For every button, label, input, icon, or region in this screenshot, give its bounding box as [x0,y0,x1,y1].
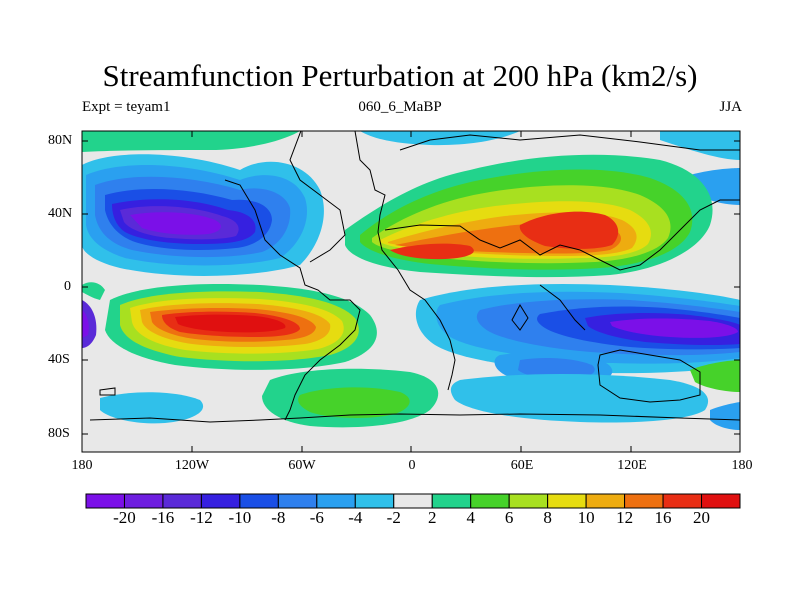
colorbar-box [239,493,279,509]
lat-tick-40s: 40S [48,352,70,367]
colorbar-box [585,493,626,509]
colorbar-level-label: 2 [427,508,437,527]
colorbar-box [547,493,587,509]
south-indian-low [415,283,740,374]
asia-high [345,154,713,278]
lon-tick-180e: 180 [731,458,753,473]
colorbar-box [200,493,241,509]
north-pacific-low [82,154,324,276]
colorbar-box [431,493,472,509]
lat-tick-80s: 80S [48,426,70,441]
colorbar-level-label: 8 [543,508,552,527]
lon-tick-120e: 120E [617,458,647,473]
lon-tick-0: 0 [408,458,416,473]
colorbar-level-label: 4 [466,508,475,527]
lon-tick-180w: 180 [71,458,93,473]
tick-marks [82,131,740,452]
colorbar-level-label: 16 [654,508,672,527]
lat-tick-80n: 80N [48,133,73,148]
south-pacific-high [105,283,377,370]
colorbar-box [123,493,164,509]
colorbar-level-label: -6 [309,508,324,527]
coastlines [89,131,740,423]
colorbar-level-label: -8 [271,508,286,527]
colorbar-level-label: -16 [151,508,175,527]
contour-field [82,131,740,452]
colorbar-level-label: -12 [190,508,213,527]
colorbar-level-label: -2 [386,508,401,527]
season-label: JJA [719,99,742,115]
lon-tick-60e: 60E [510,458,534,473]
colorbar-box [277,493,318,509]
colorbar-level-label: 10 [577,508,595,527]
colorbar-box [701,493,741,509]
colorbar-box [354,493,395,509]
colorbar-box [393,493,433,509]
lon-tick-60w: 60W [288,458,316,473]
colorbar-box [85,493,125,509]
colorbar-level-label: -20 [113,508,136,527]
colorbar-level-label: 6 [504,508,514,527]
colorbar-box [316,493,356,509]
lat-tick-40n: 40N [48,206,73,221]
experiment-label: Expt = teyam1 [82,99,171,115]
plot-title: Streamfunction Perturbation at 200 hPa (… [102,58,698,93]
colorbar-box [662,493,703,509]
colorbar-box [470,493,510,509]
lat-tick-0: 0 [64,279,71,294]
colorbar-level-label: -10 [228,508,252,527]
colorbar [85,493,741,509]
colorbar-level-label: -4 [348,508,363,527]
case-label: 060_6_MaBP [358,99,442,115]
colorbar-level-label: 20 [693,508,711,527]
colorbar-box [508,493,549,509]
colorbar-box [624,493,664,509]
colorbar-box [162,493,202,509]
colorbar-level-label: 12 [616,508,634,527]
lon-tick-120w: 120W [174,458,210,473]
